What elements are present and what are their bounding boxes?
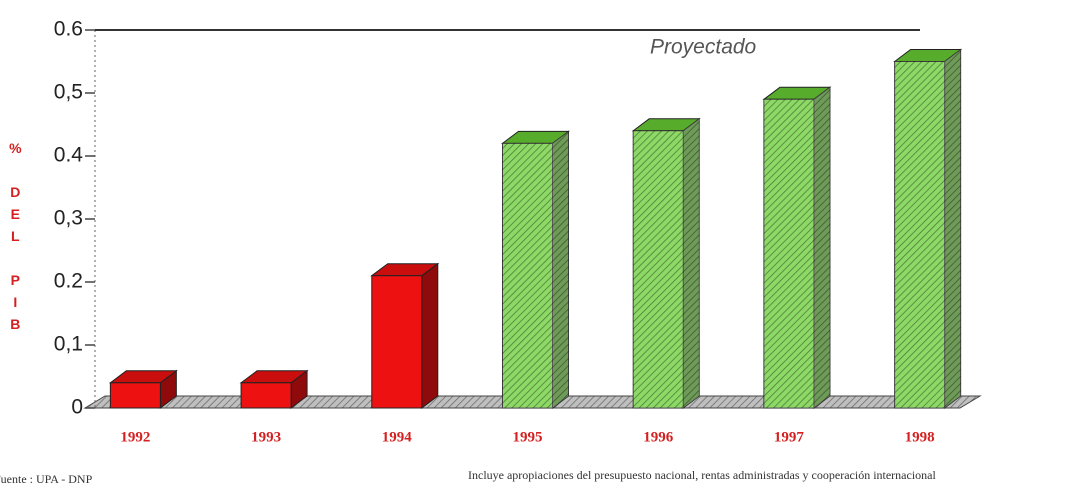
bar-front xyxy=(240,382,292,409)
bar-front-hatch xyxy=(763,99,814,409)
source: Fuente : UPA - DNP xyxy=(0,472,93,486)
bar-side xyxy=(421,262,439,409)
x-tick-label: 1994 xyxy=(382,429,413,445)
x-tick-label: 1993 xyxy=(251,429,281,445)
bar xyxy=(501,130,570,409)
bar xyxy=(762,86,832,409)
x-tick-label: 1998 xyxy=(905,429,935,445)
x-tick-label: 1997 xyxy=(774,429,805,445)
y-tick-label: 0,1 xyxy=(54,333,83,356)
annotation: Proyectado xyxy=(650,36,757,59)
bar xyxy=(631,117,701,409)
y-tick-label: 0.6 xyxy=(54,18,83,41)
bar-front-hatch xyxy=(502,143,553,408)
x-tick-label: 1995 xyxy=(513,429,543,445)
bar xyxy=(239,369,309,409)
x-tick-label: 1996 xyxy=(643,429,674,445)
bar-side-hatch xyxy=(944,49,961,408)
bar xyxy=(893,48,963,409)
x-tick-label: 1992 xyxy=(120,429,150,445)
bar-front xyxy=(109,382,161,409)
bar-front-hatch xyxy=(894,61,945,408)
bar xyxy=(108,369,178,409)
bar xyxy=(370,262,440,409)
bar-side-hatch xyxy=(683,118,700,409)
bar-side-hatch xyxy=(552,131,569,408)
y-tick-label: 0,5 xyxy=(54,81,83,104)
bar-front xyxy=(371,275,423,409)
note: Incluye apropiaciones del presupuesto na… xyxy=(468,468,936,482)
y-tick-label: 0.2 xyxy=(54,270,83,293)
bar-side-hatch xyxy=(813,87,830,409)
y-tick-label: 0,3 xyxy=(54,207,83,230)
y-tick-label: 0 xyxy=(71,396,83,419)
y-tick-label: 0.4 xyxy=(54,144,84,167)
bar-front-hatch xyxy=(633,130,684,409)
y-axis-label: % DEL PIB xyxy=(7,140,23,338)
